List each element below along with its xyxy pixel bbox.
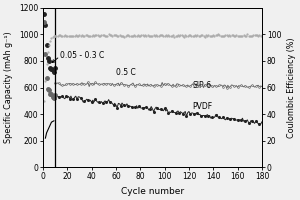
Y-axis label: Specific Capacity (mAh g⁻¹): Specific Capacity (mAh g⁻¹): [4, 32, 13, 143]
X-axis label: Cycle number: Cycle number: [121, 187, 184, 196]
Y-axis label: Coulombic Efficiency (%): Coulombic Efficiency (%): [287, 37, 296, 138]
Text: PVDF: PVDF: [193, 102, 213, 111]
Text: 0.05 - 0.3 C: 0.05 - 0.3 C: [60, 51, 104, 60]
Text: SIP-6: SIP-6: [193, 81, 212, 90]
Text: 0.5 C: 0.5 C: [116, 68, 136, 77]
